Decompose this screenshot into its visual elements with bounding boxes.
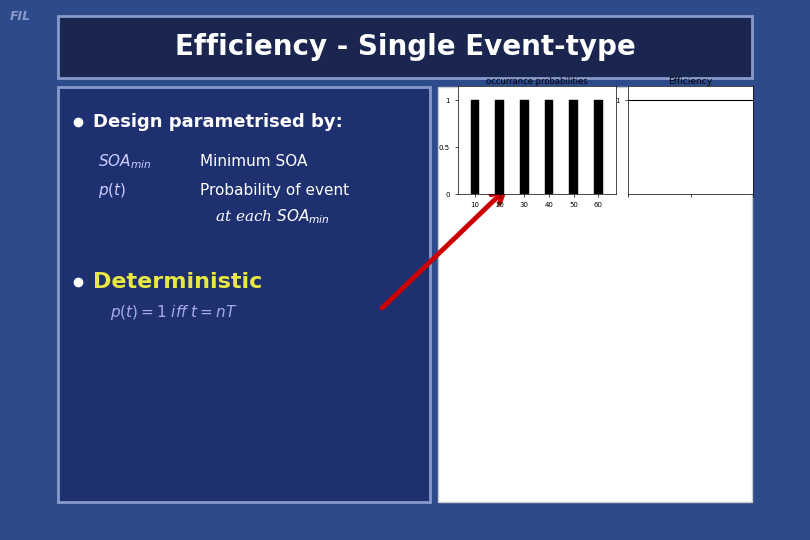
Title: Efficiency: Efficiency — [668, 77, 713, 86]
Text: Deterministic: Deterministic — [93, 272, 262, 292]
Text: Design parametrised by:: Design parametrised by: — [93, 113, 343, 131]
Text: Efficiency - Single Event-type: Efficiency - Single Event-type — [175, 33, 635, 61]
Title: occurrance probabilities: occurrance probabilities — [486, 77, 587, 86]
Text: FIL: FIL — [10, 10, 31, 23]
Bar — [471, 100, 480, 194]
Bar — [520, 100, 529, 194]
Bar — [438, 87, 752, 502]
Bar — [569, 100, 578, 194]
Text: $\mathit{p(t)}$: $\mathit{p(t)}$ — [98, 180, 126, 199]
Bar — [544, 100, 553, 194]
Text: at each $\mathit{SOA}_{min}$: at each $\mathit{SOA}_{min}$ — [215, 208, 330, 226]
Bar — [594, 100, 603, 194]
Text: Probability of event: Probability of event — [200, 183, 349, 198]
Text: $\mathit{p(t)=1\ iff\ t=nT}$: $\mathit{p(t)=1\ iff\ t=nT}$ — [110, 302, 237, 321]
Text: Minimum SOA: Minimum SOA — [200, 154, 307, 170]
Text: $\mathit{SOA}_{min}$: $\mathit{SOA}_{min}$ — [98, 153, 151, 171]
Bar — [495, 100, 504, 194]
Bar — [58, 87, 430, 502]
Bar — [58, 16, 752, 78]
